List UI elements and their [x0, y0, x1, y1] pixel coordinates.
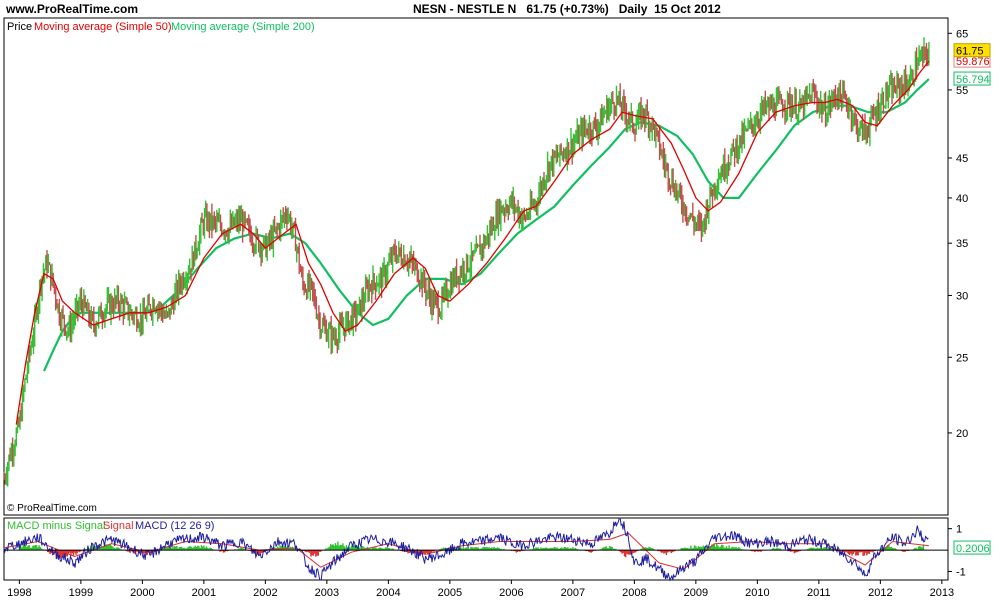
x-tick-label: 2001 [192, 587, 216, 599]
x-tick-label: 2000 [130, 587, 154, 599]
macd-line [3, 517, 929, 582]
x-tick-label: 2010 [745, 587, 769, 599]
price-y-tick-label: 20 [956, 428, 968, 440]
site-name: www.ProRealTime.com [6, 2, 139, 16]
macd-last-label: 0.2006 [956, 543, 990, 555]
x-tick-label: 2002 [253, 587, 277, 599]
x-tick-label: 2011 [807, 587, 831, 599]
x-tick-label: 2009 [684, 587, 708, 599]
macd-y-tick-label: -1 [956, 566, 966, 578]
price-y-tick-label: 40 [956, 193, 968, 205]
price-y-tick-label: 55 [956, 85, 968, 97]
x-tick-label: 1999 [69, 587, 93, 599]
x-tick-label: 2013 [930, 587, 954, 599]
price-y-tick-label: 30 [956, 290, 968, 302]
x-tick-label: 2007 [561, 587, 585, 599]
macd-legend-signal: Signal [103, 520, 134, 532]
ma50-line [15, 60, 930, 425]
x-tick-label: 2004 [376, 587, 400, 599]
x-tick-label: 2006 [499, 587, 523, 599]
chart-title: NESN - NESTLE N 61.75 (+0.73%) Daily 15 … [413, 2, 721, 16]
price-y-tick-label: 65 [956, 28, 968, 40]
price-y-tick-label: 25 [956, 352, 968, 364]
price-last-box [953, 43, 991, 58]
price-legend-ma50: Moving average (Simple 50) [34, 21, 172, 33]
x-tick-label: 2003 [315, 587, 339, 599]
x-tick-label: 2005 [438, 587, 462, 599]
macd-y-tick-label: 1 [956, 524, 962, 536]
price-last-label: 61.75 [956, 46, 984, 58]
price-legend-price: Price [7, 21, 32, 33]
chart-header: www.ProRealTime.com NESN - NESTLE N 61.7… [0, 0, 1000, 18]
price-y-tick-label: 35 [956, 238, 968, 250]
ma50-last-label: 59.876 [956, 56, 990, 68]
watermark: © ProRealTime.com [7, 503, 97, 514]
ma200-last-box [953, 71, 991, 86]
macd-legend-hist: MACD minus Signal [7, 520, 105, 532]
macd-legend-macd: MACD (12 26 9) [135, 520, 214, 532]
price-y-tick-label: 45 [956, 153, 968, 165]
x-tick-label: 2012 [868, 587, 892, 599]
x-tick-label: 2008 [622, 587, 646, 599]
price-legend-ma200: Moving average (Simple 200) [171, 21, 315, 33]
macd-last-box [953, 540, 991, 555]
ma200-last-label: 56.794 [956, 74, 990, 86]
x-tick-label: 1998 [7, 587, 31, 599]
